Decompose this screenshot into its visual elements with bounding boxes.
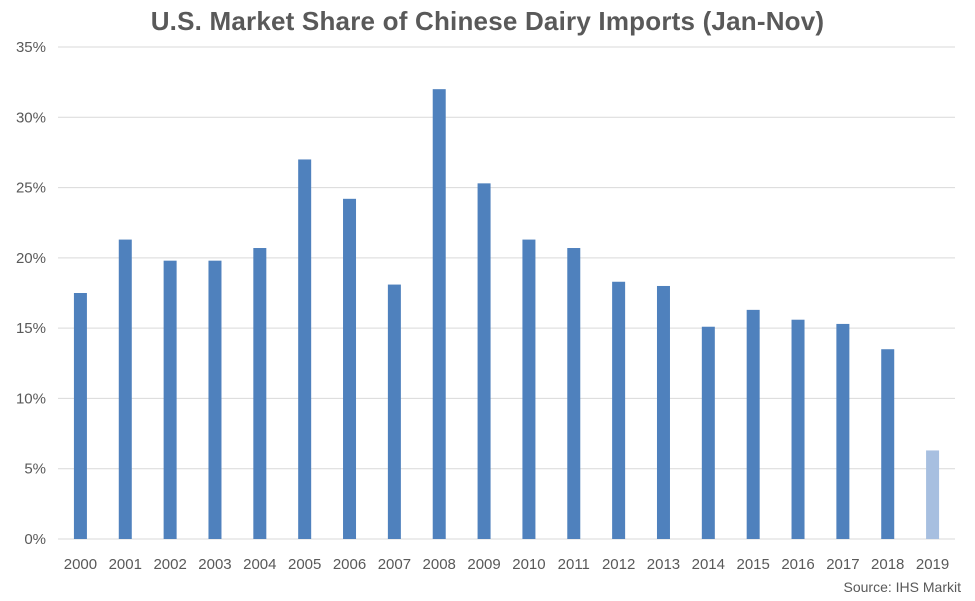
bar-2006	[343, 198, 357, 539]
x-axis-ticks: 2000 2001 2002 2003 2004 2005 2006 2007 2008 2009…	[64, 556, 950, 573]
x-tick-label: 2011	[558, 556, 590, 573]
bar-2010	[522, 239, 536, 539]
x-tick-label: 2010	[512, 556, 545, 573]
x-tick-label: 2005	[288, 556, 321, 573]
y-tick-label: 30%	[16, 109, 46, 126]
x-tick-label: 2002	[153, 556, 186, 573]
bar-2013	[656, 285, 670, 539]
chart-title: U.S. Market Share of Chinese Dairy Impor…	[150, 6, 825, 36]
chart-source: Source: IHS Markit	[843, 579, 961, 595]
y-axis-ticks: 0% 5% 10% 15% 20% 25% 30% 35%	[16, 39, 46, 548]
x-tick-label: 2007	[378, 556, 411, 573]
bar-2009	[477, 183, 491, 539]
x-tick-label: 2008	[423, 556, 456, 573]
x-tick-label: 2015	[736, 556, 769, 573]
x-tick-label: 2017	[826, 556, 859, 573]
y-tick-label: 5%	[24, 461, 46, 478]
bar-2007	[387, 284, 401, 539]
bar-2017	[836, 323, 850, 539]
x-tick-label: 2004	[243, 556, 276, 573]
y-tick-label: 0%	[24, 531, 46, 548]
bar-2015	[746, 309, 760, 539]
y-tick-label: 15%	[16, 320, 46, 337]
gridlines	[58, 46, 955, 540]
x-tick-label: 2000	[64, 556, 97, 573]
x-tick-label: 2016	[781, 556, 814, 573]
bar-2018	[881, 349, 895, 539]
x-tick-label: 2001	[109, 556, 142, 573]
bar-2014	[701, 326, 715, 539]
bar-2019	[926, 450, 940, 539]
y-tick-label: 20%	[16, 250, 46, 267]
x-tick-label: 2006	[333, 556, 366, 573]
bar-2001	[118, 239, 132, 539]
bars	[73, 89, 940, 540]
bar-2000	[73, 293, 87, 539]
y-tick-label: 10%	[16, 390, 46, 407]
x-tick-label: 2019	[916, 556, 949, 573]
y-tick-label: 35%	[16, 39, 46, 56]
bar-2008	[432, 89, 446, 540]
x-tick-label: 2013	[647, 556, 680, 573]
bar-2002	[163, 260, 177, 539]
x-tick-label: 2014	[692, 556, 725, 573]
bar-2012	[612, 281, 626, 539]
bar-2016	[791, 319, 805, 539]
bar-2011	[567, 248, 581, 539]
bar-2003	[208, 260, 222, 539]
x-tick-label: 2012	[602, 556, 635, 573]
x-tick-label: 2003	[198, 556, 231, 573]
x-tick-label: 2018	[871, 556, 904, 573]
bar-2004	[253, 248, 267, 539]
bar-2005	[298, 159, 312, 539]
x-tick-label: 2009	[467, 556, 500, 573]
y-tick-label: 25%	[16, 180, 46, 197]
